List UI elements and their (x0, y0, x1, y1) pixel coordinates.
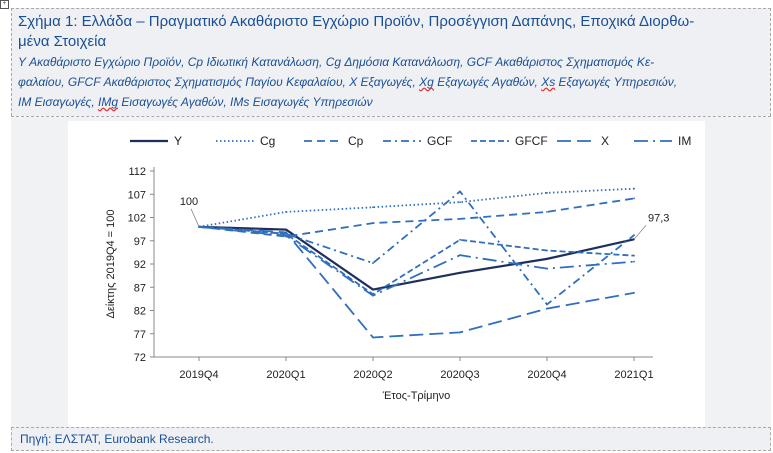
divider-line (11, 116, 771, 117)
data-point-gfcf (459, 238, 461, 241)
y-tick-label: 82 (134, 306, 146, 318)
x-tick-label: 2019Q4 (179, 369, 218, 381)
data-label: 97,3 (648, 212, 669, 224)
y-tick-label: 72 (134, 352, 146, 364)
data-point-im (633, 260, 635, 263)
y-tick-label: 112 (128, 166, 146, 178)
data-point-cp (459, 217, 461, 220)
data-point-y (285, 228, 287, 231)
subtitle-xs: Xs (541, 75, 556, 89)
series-line-gfcf (198, 225, 635, 296)
figure-legend-text: Y Ακαθάριστο Εγχώριο Προϊόν, Cp Ιδιωτική… (18, 52, 770, 112)
data-point-im (459, 254, 461, 257)
subtitle-line2-b: Εξαγωγές Αγαθών, (433, 75, 542, 89)
data-point-gcf (372, 262, 374, 264)
top-margin-band (68, 117, 705, 121)
series-line-cg (198, 187, 635, 228)
chart-annotations: 100 97,3 (180, 196, 669, 240)
chart-series (198, 187, 635, 339)
subtitle-line1: Y Ακαθάριστο Εγχώριο Προϊόν, Cp Ιδιωτική… (18, 55, 655, 69)
legend-label-y: Y (174, 134, 182, 148)
subtitle-line2-c: Εξαγωγές Υπηρεσιών, (555, 75, 678, 89)
legend-label-x: X (601, 134, 609, 148)
figure-title-line2: μένα Στοιχεία (18, 33, 107, 50)
data-point-cp (633, 197, 635, 200)
line-chart: Y Cg Cp GCF GFCF X IM 72 77 82 87 92 97 102 107 112 201… (105, 134, 691, 402)
data-point-gcf (546, 303, 548, 306)
legend-label-cg: Cg (260, 134, 275, 148)
y-tick-label: 77 (134, 329, 146, 341)
data-point-x (459, 331, 461, 334)
data-point-cg (459, 201, 461, 204)
figure-title-line1: Σχήμα 1: Ελλάδα – Πραγματικό Ακαθάριστο … (18, 13, 695, 30)
legend-label-cp: Cp (348, 134, 364, 148)
right-margin-band (705, 117, 771, 427)
data-point-gcf (633, 234, 635, 237)
left-margin-band (11, 117, 68, 427)
figure-title: Σχήμα 1: Ελλάδα – Πραγματικό Ακαθάριστο … (18, 12, 768, 52)
data-point-x (285, 231, 287, 234)
data-point-cg (633, 187, 635, 190)
data-point-im (285, 234, 287, 237)
series-line-x (198, 225, 635, 339)
chart-axes: 72 77 82 87 92 97 102 107 112 2019Q4 2020Q1 2020Q2 2… (105, 166, 654, 402)
table-move-handle-icon[interactable]: + (0, 0, 9, 9)
x-tick-label: 2021Q1 (614, 369, 653, 381)
annotation-leader (190, 208, 200, 227)
x-tick-label: 2020Q2 (353, 369, 392, 381)
y-tick-label: 107 (128, 189, 146, 201)
y-tick-label: 92 (134, 259, 146, 271)
subtitle-line3-a: IM Εισαγωγές, (18, 95, 98, 109)
data-label: 100 (180, 196, 198, 208)
data-point-x (546, 307, 548, 310)
data-point-y (459, 271, 461, 274)
x-tick-label: 2020Q3 (440, 369, 479, 381)
subtitle-line3-b: Εισαγωγές Αγαθών, IMs Εισαγωγές Υπηρεσιώ… (118, 95, 373, 109)
data-point-cg (285, 211, 287, 213)
subtitle-xg: Xg (419, 75, 434, 89)
data-point-y (546, 257, 548, 260)
y-axis-title: Δείκτης 2019Q4 = 100 (105, 209, 117, 318)
series-line-im (198, 225, 635, 297)
chart-area: Y Cg Cp GCF GFCF X IM 72 77 82 87 92 97 102 107 112 201… (68, 121, 705, 427)
data-point-gcf (459, 190, 461, 193)
legend-label-gcf: GCF (427, 134, 452, 148)
data-point-gfcf (633, 254, 635, 257)
y-tick-label: 97 (134, 236, 146, 248)
caption-box (11, 8, 771, 116)
data-point-x (633, 291, 635, 294)
x-tick-label: 2020Q1 (266, 369, 305, 381)
data-point-im (372, 294, 374, 297)
chart-legend: Y Cg Cp GCF GFCF X IM (130, 134, 691, 148)
y-tick-label: 87 (134, 282, 146, 294)
source-note: Πηγή: ΕΛΣΤΑΤ, Eurobank Research. (20, 432, 214, 446)
data-point-cg (546, 191, 548, 194)
annotation-leader (633, 225, 647, 240)
subtitle-img: IMg (98, 95, 119, 109)
subtitle-line2-a: φαλαίου, GFCF Ακαθάριστος Σχηματισμός Πα… (18, 75, 420, 89)
data-point-cp (546, 211, 548, 213)
x-tick-label: 2020Q4 (527, 369, 566, 381)
data-point-gfcf (546, 249, 548, 252)
data-point-im (546, 267, 548, 270)
y-tick-label: 102 (128, 213, 146, 225)
series-line-y (198, 225, 635, 291)
data-point-y (372, 288, 374, 291)
data-point-cp (372, 222, 374, 224)
x-axis-title: Έτος-Τρίμηνο (382, 390, 450, 402)
legend-label-gfcf: GFCF (515, 134, 548, 148)
source-box: Πηγή: ΕΛΣΤΑΤ, Eurobank Research. (11, 427, 771, 451)
legend-label-im: IM (678, 134, 691, 148)
data-point-x (372, 336, 374, 339)
data-point-cg (372, 206, 374, 209)
